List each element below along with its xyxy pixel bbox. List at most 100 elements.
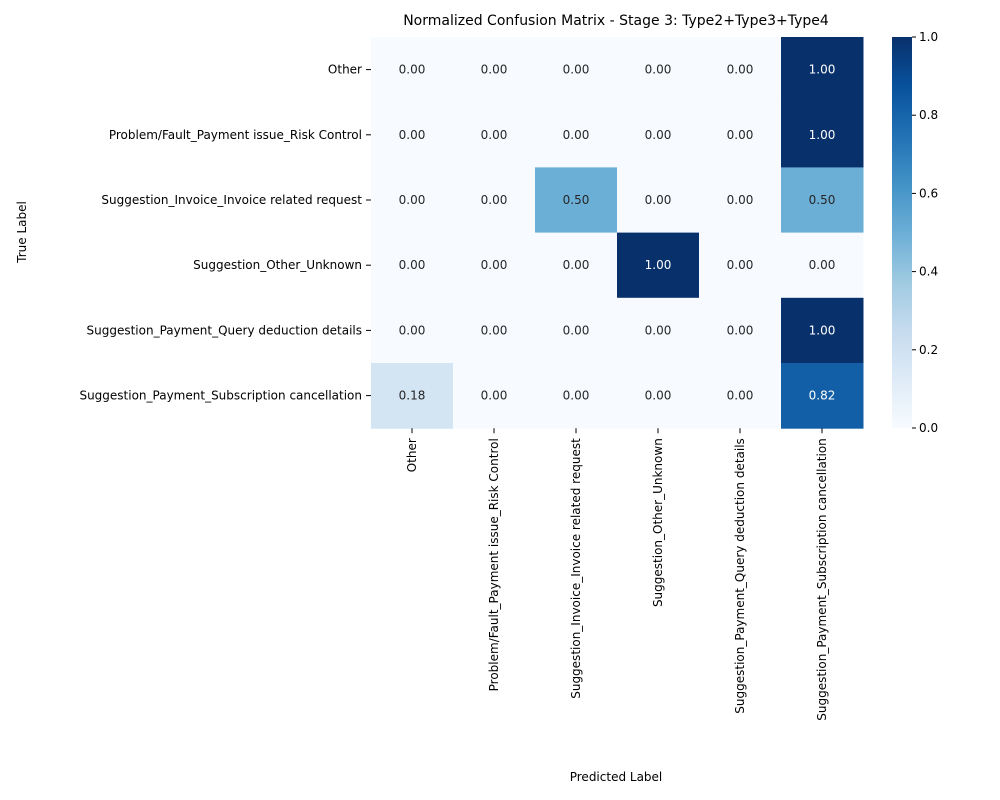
cell-value-label: 0.00	[727, 193, 754, 207]
cell-value-label: 0.00	[727, 63, 754, 77]
colorbar-tick-label: 0.6	[919, 186, 938, 200]
cell-value-label: 0.00	[727, 258, 754, 272]
y-tick-label: Suggestion_Payment_Query deduction detai…	[87, 323, 363, 337]
heatmap-cell	[371, 37, 454, 103]
heatmap-cell-labels: 0.00 0.00 0.00 0.00 0.00 1.00 0.00 0.00 0.00 0.00…	[399, 63, 836, 403]
cell-value-label: 0.50	[809, 193, 836, 207]
cell-value-label: 0.00	[399, 258, 426, 272]
heatmap-cell	[371, 363, 454, 429]
colorbar-tick-label: 0.0	[919, 421, 938, 435]
heatmap-cell	[535, 37, 618, 103]
cell-value-label: 1.00	[809, 128, 836, 142]
cell-value-label: 0.00	[645, 128, 672, 142]
heatmap-cell	[535, 167, 618, 234]
cell-value-label: 0.00	[809, 258, 836, 272]
heatmap-cell	[453, 102, 536, 168]
cell-value-label: 0.00	[727, 323, 754, 337]
y-tick-label: Suggestion_Other_Unknown	[193, 258, 362, 272]
colorbar-tick-label: 0.8	[919, 108, 938, 122]
heatmap-cell	[699, 167, 782, 234]
cell-value-label: 0.00	[481, 193, 508, 207]
x-tick-label: Suggestion_Payment_Subscription cancella…	[815, 438, 829, 721]
colorbar-tick-label: 1.0	[919, 30, 938, 44]
cell-value-label: 0.00	[563, 389, 590, 403]
heatmap-cell	[371, 102, 454, 168]
colorbar: 0.0 0.2 0.4 0.6 0.8 1.0	[892, 30, 938, 435]
cell-value-label: 0.00	[481, 128, 508, 142]
heatmap-cell	[535, 297, 618, 364]
heatmap-cell	[617, 167, 700, 234]
heatmap-cell	[699, 102, 782, 168]
heatmap-cell	[453, 37, 536, 103]
x-tick-label: Other	[405, 438, 419, 472]
heatmap-cell	[371, 297, 454, 364]
heatmap-cell	[699, 297, 782, 364]
heatmap-cell	[781, 363, 864, 429]
y-axis: Other Problem/Fault_Payment issue_Risk Co…	[79, 63, 371, 403]
x-tick-label: Suggestion_Other_Unknown	[651, 438, 665, 607]
colorbar-tick-label: 0.2	[919, 343, 938, 357]
cell-value-label: 0.00	[399, 63, 426, 77]
colorbar-tick-label: 0.4	[919, 265, 938, 279]
y-tick-label: Problem/Fault_Payment issue_Risk Control	[109, 128, 362, 142]
x-axis-label: Predicted Label	[570, 770, 663, 784]
cell-value-label: 0.00	[563, 323, 590, 337]
cell-value-label: 0.00	[481, 258, 508, 272]
cell-value-label: 1.00	[809, 63, 836, 77]
cell-value-label: 0.82	[809, 389, 836, 403]
cell-value-label: 0.00	[481, 63, 508, 77]
y-tick-label: Other	[328, 63, 362, 77]
cell-value-label: 0.00	[563, 128, 590, 142]
heatmap-cell	[617, 37, 700, 103]
cell-value-label: 0.00	[563, 63, 590, 77]
y-axis-label: True Label	[15, 201, 29, 264]
colorbar-gradient	[892, 37, 912, 428]
heatmap-cell	[371, 232, 454, 299]
heatmap-cells	[371, 37, 864, 429]
y-tick-label: Suggestion_Invoice_Invoice related reque…	[101, 193, 362, 207]
heatmap-cell	[617, 232, 700, 299]
cell-value-label: 0.00	[645, 323, 672, 337]
heatmap-cell	[699, 363, 782, 429]
cell-value-label: 0.50	[563, 193, 590, 207]
cell-value-label: 0.00	[645, 193, 672, 207]
heatmap-cell	[453, 167, 536, 234]
heatmap-cell	[699, 232, 782, 299]
heatmap-cell	[699, 37, 782, 103]
cell-value-label: 1.00	[809, 323, 836, 337]
heatmap-cell	[617, 297, 700, 364]
chart-title: Normalized Confusion Matrix - Stage 3: T…	[403, 13, 829, 29]
x-tick-label: Problem/Fault_Payment issue_Risk Control	[487, 438, 501, 691]
cell-value-label: 0.00	[481, 389, 508, 403]
heatmap-cell	[617, 363, 700, 429]
cell-value-label: 0.18	[399, 389, 426, 403]
cell-value-label: 0.00	[563, 258, 590, 272]
heatmap-cell	[781, 297, 864, 364]
x-tick-label: Suggestion_Invoice_Invoice related reque…	[569, 438, 583, 699]
heatmap-cell	[453, 232, 536, 299]
heatmap-cell	[535, 363, 618, 429]
cell-value-label: 0.00	[481, 323, 508, 337]
cell-value-label: 0.00	[645, 389, 672, 403]
cell-value-label: 0.00	[727, 128, 754, 142]
heatmap-cell	[535, 232, 618, 299]
heatmap-cell	[371, 167, 454, 234]
heatmap-cell	[453, 297, 536, 364]
heatmap-cell	[781, 102, 864, 168]
heatmap-cell	[781, 232, 864, 299]
cell-value-label: 0.00	[399, 193, 426, 207]
heatmap-cell	[617, 102, 700, 168]
x-tick-label: Suggestion_Payment_Query deduction detai…	[733, 438, 747, 714]
cell-value-label: 0.00	[399, 323, 426, 337]
cell-value-label: 1.00	[645, 258, 672, 272]
x-axis: Other Problem/Fault_Payment issue_Risk Co…	[405, 428, 829, 721]
heatmap-cell	[781, 167, 864, 234]
cell-value-label: 0.00	[645, 63, 672, 77]
cell-value-label: 0.00	[727, 389, 754, 403]
heatmap-cell	[453, 363, 536, 429]
y-tick-label: Suggestion_Payment_Subscription cancella…	[79, 389, 362, 403]
heatmap-cell	[535, 102, 618, 168]
cell-value-label: 0.00	[399, 128, 426, 142]
heatmap-cell	[781, 37, 864, 103]
